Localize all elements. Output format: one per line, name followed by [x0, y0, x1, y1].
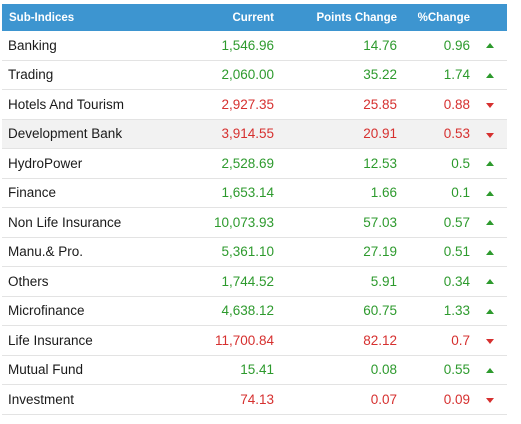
- down-arrow-icon: [470, 326, 507, 355]
- points-change-value: 5.91: [370, 273, 397, 289]
- points-change-value: 14.76: [363, 37, 397, 53]
- points-change-value: 0.07: [370, 391, 397, 407]
- pct-change-value: 0.5: [451, 155, 470, 171]
- up-arrow-icon: [470, 356, 507, 385]
- current-value: 3,914.55: [221, 126, 274, 142]
- current-value: 2,528.69: [221, 155, 274, 171]
- sub-index-name: Investment: [8, 391, 75, 407]
- pct-change-value: 1.74: [443, 67, 470, 83]
- current-value: 5,361.10: [221, 244, 274, 260]
- pct-change-value: 0.96: [443, 37, 470, 53]
- header-sub-indices[interactable]: Sub-Indices: [9, 11, 75, 24]
- table-row[interactable]: Development Bank 3,914.55 20.91 0.53: [2, 119, 507, 149]
- points-change-value: 57.03: [363, 214, 397, 230]
- up-arrow-icon: [470, 208, 507, 237]
- down-arrow-icon: [470, 120, 507, 149]
- down-arrow-icon: [470, 90, 507, 119]
- pct-change-value: 0.57: [443, 214, 470, 230]
- up-arrow-icon: [470, 297, 507, 326]
- triangle-up-icon: [486, 43, 494, 48]
- current-value: 2,060.00: [221, 67, 274, 83]
- pct-change-value: 0.09: [443, 391, 470, 407]
- table-row[interactable]: Hotels And Tourism 2,927.35 25.85 0.88: [2, 90, 507, 120]
- points-change-value: 1.66: [370, 185, 397, 201]
- sub-index-name: Banking: [8, 37, 57, 53]
- table-row[interactable]: Manu.& Pro. 5,361.10 27.19 0.51: [2, 238, 507, 267]
- points-change-value: 25.85: [363, 96, 397, 112]
- header-points-change[interactable]: Points Change: [316, 11, 397, 24]
- triangle-up-icon: [486, 161, 494, 166]
- table-row[interactable]: Life Insurance 11,700.84 82.12 0.7: [2, 326, 507, 356]
- up-arrow-icon: [470, 31, 507, 60]
- triangle-down-icon: [486, 398, 494, 403]
- triangle-up-icon: [486, 220, 494, 225]
- header-current[interactable]: Current: [232, 11, 274, 24]
- pct-change-value: 0.55: [443, 362, 470, 378]
- points-change-value: 82.12: [363, 332, 397, 348]
- sub-index-name: Development Bank: [8, 126, 123, 142]
- table-header: Sub-Indices Current Points Change %Chang…: [2, 4, 507, 31]
- triangle-up-icon: [486, 72, 494, 78]
- sub-index-name: Mutual Fund: [8, 362, 84, 378]
- triangle-up-icon: [486, 367, 494, 373]
- header-arrow: [470, 4, 507, 31]
- pct-change-value: 0.53: [443, 126, 470, 142]
- current-value: 2,927.35: [221, 96, 274, 112]
- table-body: Banking 1,546.96 14.76 0.96 Trading 2,060.00 3…: [2, 31, 507, 415]
- current-value: 1,653.14: [221, 185, 274, 201]
- up-arrow-icon: [470, 61, 507, 90]
- sub-index-name: Trading: [8, 67, 54, 83]
- pct-change-value: 0.1: [451, 185, 470, 201]
- sub-index-name: Non Life Insurance: [8, 214, 122, 230]
- table-row[interactable]: Banking 1,546.96 14.76 0.96: [2, 31, 507, 61]
- triangle-up-icon: [486, 249, 494, 255]
- triangle-up-icon: [486, 279, 494, 284]
- table-row[interactable]: Non Life Insurance 10,073.93 57.03 0.57: [2, 208, 507, 238]
- table-row[interactable]: Finance 1,653.14 1.66 0.1: [2, 179, 507, 208]
- up-arrow-icon: [470, 267, 507, 296]
- pct-change-value: 1.33: [443, 303, 470, 319]
- sub-index-name: Hotels And Tourism: [8, 96, 125, 112]
- points-change-value: 35.22: [363, 67, 397, 83]
- sub-index-name: Others: [8, 273, 49, 289]
- sub-indices-table: Sub-Indices Current Points Change %Chang…: [2, 0, 507, 415]
- current-value: 74.13: [240, 391, 274, 407]
- up-arrow-icon: [470, 238, 507, 267]
- points-change-value: 20.91: [363, 126, 397, 142]
- pct-change-value: 0.51: [443, 244, 470, 260]
- table-row[interactable]: Mutual Fund 15.41 0.08 0.55: [2, 356, 507, 385]
- triangle-up-icon: [486, 190, 494, 196]
- pct-change-value: 0.88: [443, 96, 470, 112]
- points-change-value: 12.53: [363, 155, 397, 171]
- table-row[interactable]: Investment 74.13 0.07 0.09: [2, 385, 507, 415]
- triangle-up-icon: [486, 308, 494, 314]
- triangle-down-icon: [486, 339, 494, 344]
- current-value: 10,073.93: [213, 214, 274, 230]
- sub-index-name: HydroPower: [8, 155, 83, 171]
- sub-index-name: Microfinance: [8, 303, 85, 319]
- points-change-value: 60.75: [363, 303, 397, 319]
- header-pct-change[interactable]: %Change: [417, 11, 470, 24]
- current-value: 4,638.12: [221, 303, 274, 319]
- current-value: 1,744.52: [221, 273, 274, 289]
- triangle-down-icon: [486, 103, 494, 108]
- current-value: 1,546.96: [221, 37, 274, 53]
- pct-change-value: 0.34: [443, 273, 470, 289]
- pct-change-value: 0.7: [451, 332, 470, 348]
- sub-index-name: Finance: [8, 185, 57, 201]
- table-row[interactable]: HydroPower 2,528.69 12.53 0.5: [2, 149, 507, 179]
- table-row[interactable]: Microfinance 4,638.12 60.75 1.33: [2, 297, 507, 326]
- sub-index-name: Manu.& Pro.: [8, 244, 84, 260]
- table-row[interactable]: Others 1,744.52 5.91 0.34: [2, 267, 507, 297]
- current-value: 15.41: [240, 362, 274, 378]
- points-change-value: 27.19: [363, 244, 397, 260]
- triangle-down-icon: [486, 132, 494, 138]
- table-row[interactable]: Trading 2,060.00 35.22 1.74: [2, 61, 507, 90]
- sub-index-name: Life Insurance: [8, 332, 93, 348]
- up-arrow-icon: [470, 149, 507, 178]
- down-arrow-icon: [470, 385, 507, 414]
- up-arrow-icon: [470, 179, 507, 208]
- current-value: 11,700.84: [214, 332, 274, 348]
- points-change-value: 0.08: [370, 362, 397, 378]
